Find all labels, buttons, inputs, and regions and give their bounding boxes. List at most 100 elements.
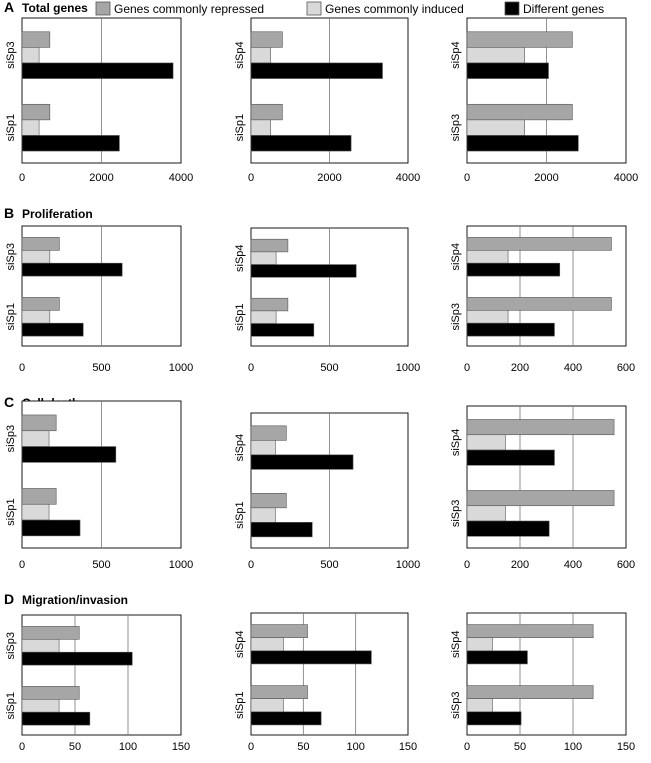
bar [250,637,284,652]
legend-swatch [504,1,520,16]
category-label: siSp1 [5,303,17,331]
panel-title: Proliferation [22,207,93,221]
legend-label: Genes commonly repressed [114,2,264,16]
x-tick-label: 500 [320,362,338,374]
category-label: siSp3 [5,41,17,69]
x-tick-label: 0 [464,362,470,374]
x-tick-label: 600 [617,559,635,571]
bar [21,31,51,48]
bar [466,62,549,79]
bar [466,47,525,64]
bar [466,309,509,324]
bar [21,135,120,152]
bar [21,262,123,277]
x-tick-label: 500 [92,362,110,374]
category-label: siSp3 [450,114,462,142]
bar [466,119,525,136]
x-tick-label: 50 [514,741,526,753]
category-label: siSp1 [5,114,17,142]
x-tick-label: 1000 [396,559,420,571]
x-tick-label: 100 [119,741,137,753]
x-tick-label: 0 [248,559,254,571]
bar [250,698,284,713]
x-tick-label: 1000 [396,362,420,374]
category-label: siSp4 [450,630,462,658]
panel-label: B [4,205,14,221]
bar [21,119,40,136]
x-tick-label: 500 [320,559,338,571]
x-tick-label: 100 [564,741,582,753]
x-tick-label: 200 [511,362,529,374]
bar [466,135,579,152]
bar [21,103,51,121]
category-label: siSp1 [5,498,17,526]
bar [250,251,277,265]
bar [466,711,522,726]
category-label: siSp3 [450,500,462,528]
x-tick-label: 400 [564,559,582,571]
x-tick-label: 0 [464,559,470,571]
bar [250,685,308,700]
bar [21,446,117,463]
x-tick-label: 2000 [534,172,558,184]
bar [250,711,322,726]
bar [466,490,615,507]
x-tick-label: 0 [19,172,25,184]
bar [21,638,60,653]
bar [250,493,287,509]
x-tick-label: 1000 [169,559,193,571]
panel-label: A [4,0,14,15]
category-label: siSp3 [5,243,17,271]
bar [466,650,528,665]
bar [466,520,550,537]
category-label: siSp1 [234,691,246,719]
x-tick-label: 400 [564,362,582,374]
x-tick-label: 600 [617,362,635,374]
panel-label: D [4,591,14,607]
legend-swatch [306,1,322,16]
bar [250,119,271,136]
panel-title: Total genes [22,1,88,15]
x-tick-label: 500 [92,559,110,571]
bar [250,454,354,470]
category-label: siSp1 [5,692,17,720]
category-label: siSp1 [234,114,246,142]
legend-label: Different genes [523,2,604,16]
bar [466,505,506,522]
bar [250,47,271,64]
category-label: siSp1 [234,303,246,331]
x-tick-label: 4000 [614,172,638,184]
x-tick-label: 2000 [89,172,113,184]
x-tick-label: 0 [464,741,470,753]
bar [250,135,352,152]
bar [21,503,50,521]
x-tick-label: 0 [19,362,25,374]
x-tick-label: 0 [464,172,470,184]
bar [21,488,57,505]
bar [21,651,133,666]
bar [250,323,315,337]
category-label: siSp4 [450,41,462,69]
bar [21,519,81,537]
bar [250,264,357,278]
bar [250,31,283,48]
x-tick-label: 150 [617,741,635,753]
x-tick-label: 4000 [396,172,420,184]
bar [466,449,555,466]
bar [466,698,493,713]
x-tick-label: 0 [248,362,254,374]
bar [21,309,51,324]
x-tick-label: 200 [511,559,529,571]
x-tick-label: 0 [248,741,254,753]
bar [21,47,40,64]
legend-label: Genes commonly induced [325,2,464,16]
bar [466,637,493,652]
category-label: siSp4 [450,243,462,271]
bar [466,103,573,121]
x-tick-label: 50 [297,741,309,753]
bar [466,685,594,700]
bar [466,322,555,337]
x-tick-label: 0 [248,172,254,184]
category-label: siSp3 [450,691,462,719]
